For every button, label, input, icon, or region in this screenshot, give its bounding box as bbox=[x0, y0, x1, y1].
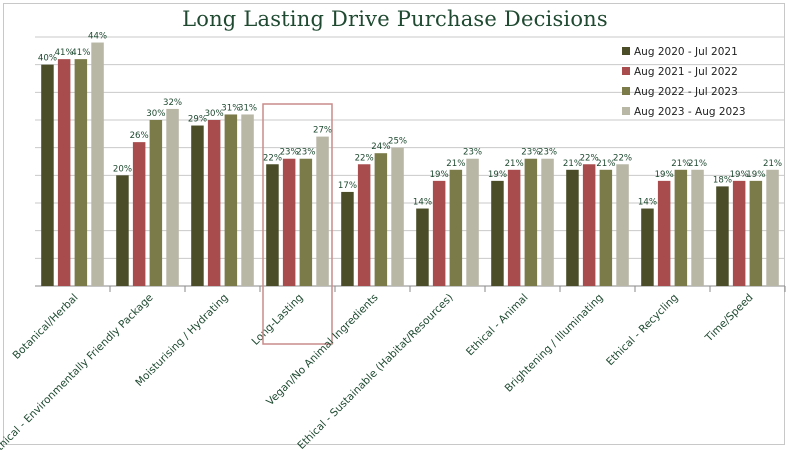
bar bbox=[374, 153, 388, 286]
data-label: 31% bbox=[221, 103, 240, 113]
bar bbox=[224, 114, 238, 286]
category-label: Long-Lasting bbox=[250, 292, 306, 348]
data-label: 22% bbox=[613, 153, 632, 163]
bar bbox=[57, 59, 71, 287]
data-label: 22% bbox=[355, 153, 374, 163]
data-label: 21% bbox=[596, 159, 615, 169]
data-label: 29% bbox=[188, 115, 207, 125]
data-label: 24% bbox=[371, 142, 390, 152]
data-label: 21% bbox=[446, 159, 465, 169]
bar bbox=[766, 169, 779, 286]
data-label: 22% bbox=[263, 153, 282, 163]
legend-swatch bbox=[622, 87, 630, 95]
bar bbox=[432, 180, 446, 286]
bar bbox=[316, 136, 329, 286]
data-label: 26% bbox=[130, 131, 149, 141]
category-label: Ethical - Sustainable (Habitat/Resources… bbox=[295, 292, 455, 450]
data-label: 14% bbox=[413, 198, 432, 208]
bar bbox=[507, 169, 521, 286]
bar bbox=[491, 180, 504, 286]
data-label: 17% bbox=[338, 181, 357, 191]
data-label: 23% bbox=[521, 148, 540, 158]
bar bbox=[732, 180, 746, 286]
data-label: 40% bbox=[38, 54, 57, 64]
data-label: 23% bbox=[538, 148, 557, 158]
bar bbox=[524, 158, 538, 286]
bar bbox=[641, 208, 654, 286]
data-label: 23% bbox=[296, 148, 315, 158]
category-label: Botanical/Herbal bbox=[11, 292, 81, 362]
data-label: 23% bbox=[463, 148, 482, 158]
bar bbox=[541, 158, 554, 286]
bar bbox=[691, 169, 704, 286]
legend-label: Aug 2020 - Jul 2021 bbox=[634, 46, 738, 58]
data-label: 19% bbox=[488, 170, 507, 180]
data-label: 21% bbox=[563, 159, 582, 169]
data-label: 41% bbox=[71, 48, 90, 58]
legend-label: Aug 2021 - Jul 2022 bbox=[634, 66, 738, 78]
category-label: Ethical - Recycling bbox=[604, 292, 680, 368]
data-label: 31% bbox=[238, 103, 257, 113]
bar bbox=[716, 186, 729, 286]
bar bbox=[582, 164, 596, 286]
legend-swatch bbox=[622, 47, 630, 55]
bar bbox=[116, 175, 129, 286]
chart-title: Long Lasting Drive Purchase Decisions bbox=[182, 7, 608, 31]
category-label: Time/Speed bbox=[702, 292, 755, 345]
bar bbox=[132, 142, 146, 286]
bar bbox=[91, 42, 104, 287]
legend-swatch bbox=[622, 67, 630, 75]
data-label: 20% bbox=[113, 164, 132, 174]
bar bbox=[466, 158, 479, 286]
bar bbox=[282, 158, 296, 286]
data-label: 19% bbox=[430, 170, 449, 180]
bar bbox=[566, 169, 579, 286]
data-label: 19% bbox=[746, 170, 765, 180]
data-label: 27% bbox=[313, 126, 332, 136]
bar bbox=[391, 147, 404, 286]
data-label: 21% bbox=[671, 159, 690, 169]
data-label: 21% bbox=[763, 159, 782, 169]
data-label: 44% bbox=[88, 32, 107, 42]
data-label: 32% bbox=[163, 98, 182, 108]
bar bbox=[357, 164, 371, 286]
highlight-box bbox=[262, 103, 333, 345]
bar bbox=[207, 120, 221, 286]
data-label: 18% bbox=[713, 175, 732, 185]
bar bbox=[657, 180, 671, 286]
data-label: 30% bbox=[146, 109, 165, 119]
data-label: 41% bbox=[55, 48, 74, 58]
bar bbox=[599, 169, 613, 286]
bar bbox=[241, 114, 254, 286]
data-label: 25% bbox=[388, 137, 407, 147]
category-label: Ethical - Environmentally Friendly Packa… bbox=[0, 292, 156, 450]
data-label: 19% bbox=[655, 170, 674, 180]
data-label: 22% bbox=[580, 153, 599, 163]
bar bbox=[449, 169, 463, 286]
category-label: Ethical - Animal bbox=[464, 292, 531, 359]
bar bbox=[416, 208, 429, 286]
bar bbox=[749, 180, 763, 286]
data-label: 30% bbox=[205, 109, 224, 119]
bar bbox=[191, 125, 204, 287]
data-label: 21% bbox=[505, 159, 524, 169]
data-label: 21% bbox=[688, 159, 707, 169]
data-label: 14% bbox=[638, 198, 657, 208]
legend-label: Aug 2022 - Jul 2023 bbox=[634, 86, 738, 98]
bar bbox=[341, 191, 354, 286]
bar bbox=[166, 108, 179, 286]
data-label: 19% bbox=[730, 170, 749, 180]
legend-label: Aug 2023 - Aug 2023 bbox=[634, 106, 746, 118]
bar bbox=[41, 64, 54, 287]
bar bbox=[674, 169, 688, 286]
bar bbox=[616, 164, 629, 286]
bar bbox=[266, 164, 279, 286]
legend-swatch bbox=[622, 107, 630, 115]
bar bbox=[74, 59, 88, 287]
data-label: 23% bbox=[280, 148, 299, 158]
bar bbox=[149, 120, 163, 286]
bar bbox=[299, 158, 313, 286]
